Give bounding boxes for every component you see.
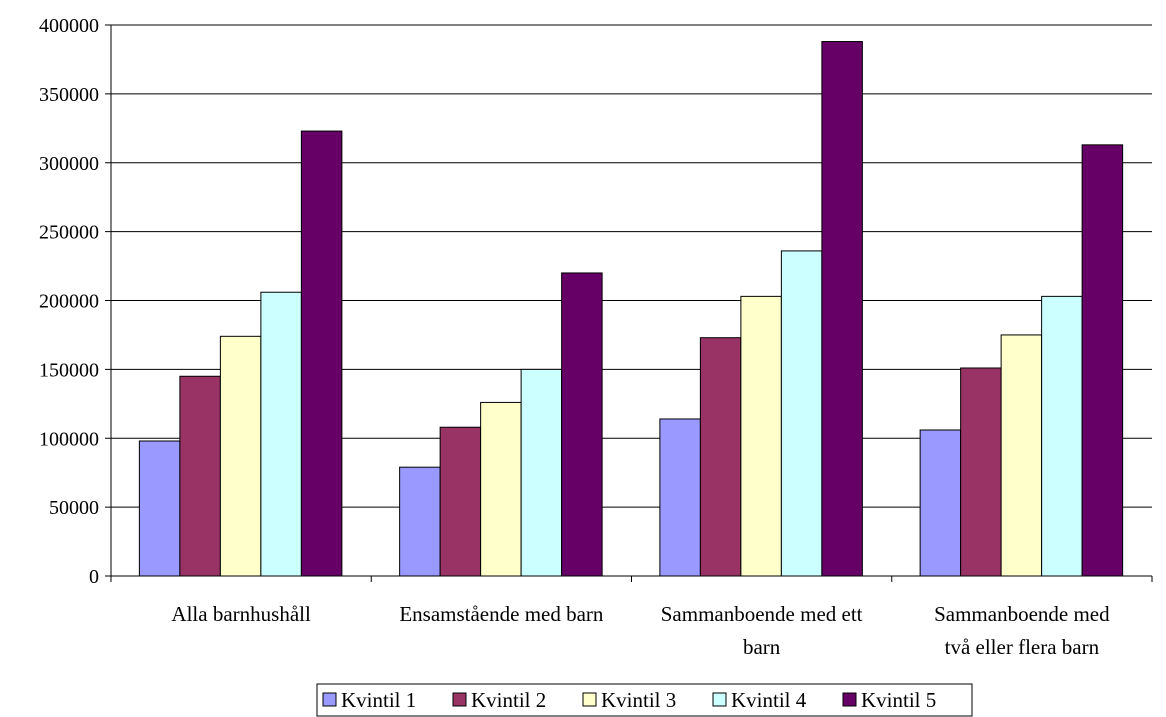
- bar-kvintil-2: [699, 337, 742, 577]
- legend-label: Kvintil 2: [471, 688, 546, 712]
- legend-box: [316, 683, 973, 717]
- y-tick-label: 0: [89, 566, 99, 588]
- bar-kvintil-3: [740, 295, 782, 577]
- x-category-label: Alla barnhushåll: [171, 602, 311, 626]
- legend-swatch: [842, 692, 857, 707]
- bar-kvintil-1: [659, 418, 701, 577]
- bar-kvintil-2: [179, 375, 221, 577]
- x-category-label: barn: [743, 635, 781, 659]
- legend-label: Kvintil 4: [731, 688, 807, 712]
- legend-swatch: [452, 692, 467, 707]
- bar-kvintil-4: [780, 250, 823, 577]
- bar-kvintil-5: [1081, 144, 1124, 577]
- legend-label: Kvintil 5: [861, 688, 936, 712]
- legend-label: Kvintil 1: [341, 688, 416, 712]
- legend-swatch: [582, 692, 597, 707]
- y-axis-ticks: 0 50000 100000 150000 200000 250000 300000 3500…: [39, 15, 111, 588]
- bar-kvintil-4: [1041, 295, 1083, 577]
- bar-kvintil-5: [821, 41, 863, 577]
- x-axis-category-labels: Alla barnhushåll Ensamstående med barn Sam…: [171, 602, 1110, 659]
- bar-kvintil-3: [219, 335, 262, 577]
- x-category-label: Sammanboende med: [934, 602, 1110, 626]
- bar-kvintil-1: [399, 466, 441, 577]
- bar-kvintil-4: [520, 368, 563, 577]
- bar-kvintil-1: [919, 429, 962, 577]
- y-tick-label: 200000: [39, 291, 99, 313]
- y-tick-label: 300000: [39, 153, 99, 175]
- x-category-label: Ensamstående med barn: [399, 602, 604, 626]
- bar-kvintil-3: [1000, 334, 1043, 577]
- bar-kvintil-5: [561, 272, 603, 577]
- x-category-label: Sammanboende med ett: [661, 602, 863, 626]
- y-tick-label: 350000: [39, 84, 99, 106]
- bar-kvintil-4: [260, 291, 302, 577]
- y-tick-label: 400000: [39, 15, 99, 37]
- bar-kvintil-3: [480, 401, 522, 577]
- legend-label: Kvintil 3: [601, 688, 676, 712]
- y-tick-label: 250000: [39, 222, 99, 244]
- legend-swatch: [712, 692, 727, 707]
- bars: [138, 41, 1124, 577]
- legend-swatch: [322, 692, 337, 707]
- y-tick-label: 50000: [49, 497, 99, 519]
- y-tick-label: 150000: [39, 359, 99, 381]
- bar-kvintil-5: [300, 130, 343, 577]
- y-tick-label: 100000: [39, 428, 99, 450]
- bar-kvintil-2: [960, 367, 1002, 577]
- legend: Kvintil 1 Kvintil 2 Kvintil 3 Kvintil 4 Kvin…: [316, 683, 973, 717]
- bar-kvintil-1: [138, 440, 181, 577]
- x-category-label: två eller flera barn: [945, 635, 1100, 659]
- bar-kvintil-2: [439, 426, 482, 577]
